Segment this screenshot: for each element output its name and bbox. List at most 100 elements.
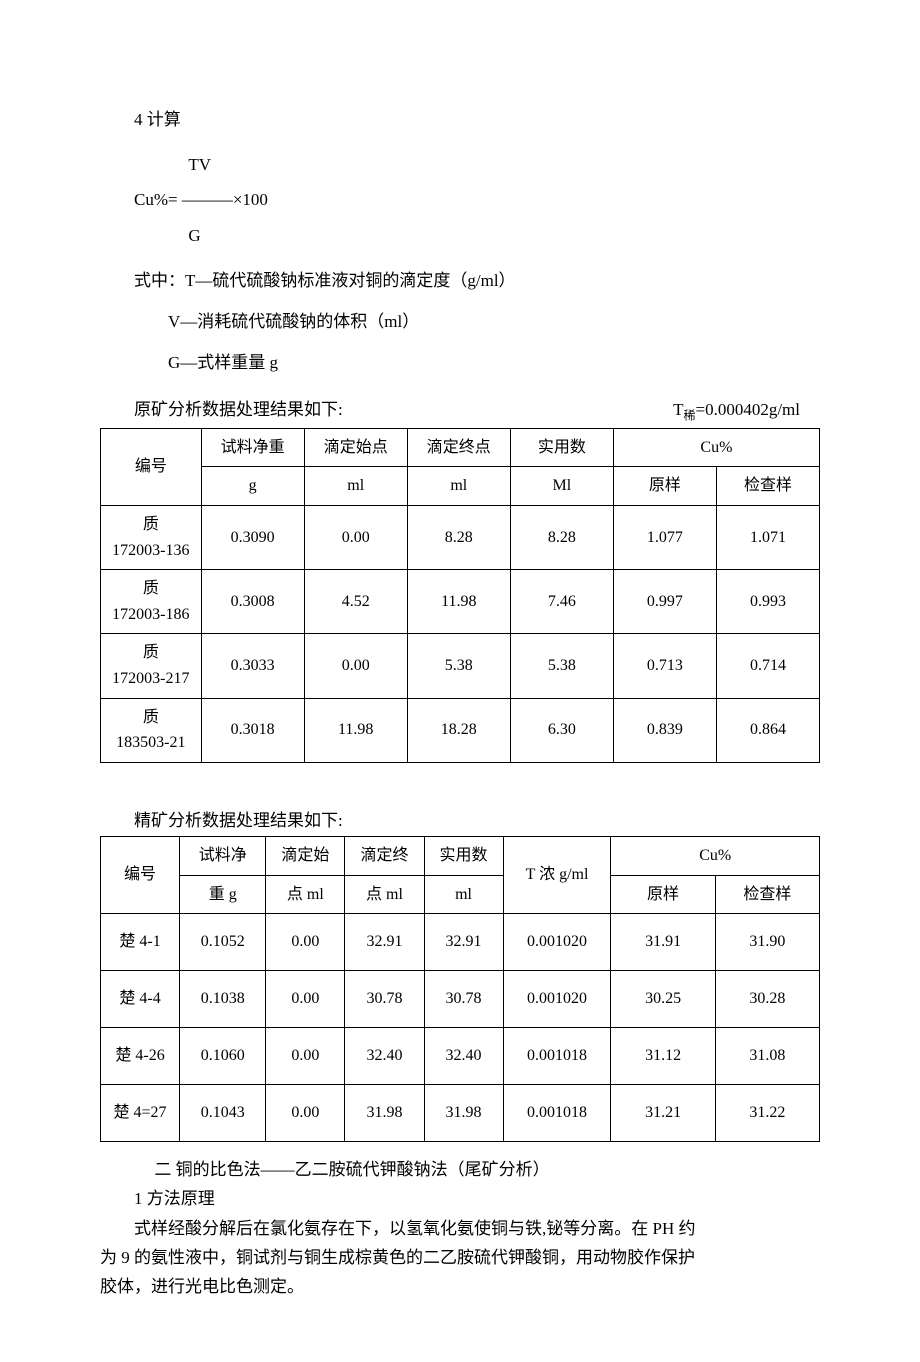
section2-title: 二 铜的比色法——乙二胺硫代钾酸钠法（尾矿分析） <box>100 1156 820 1183</box>
table-cell: 0.3018 <box>201 698 304 762</box>
formula-block: TV Cu%= ———×100 G <box>100 151 820 249</box>
table-cell: 5.38 <box>510 634 613 698</box>
t2h-stop: 滴定始 <box>266 837 345 876</box>
table-cell: 0.993 <box>716 570 819 634</box>
table-cell: 0.00 <box>304 634 407 698</box>
table-cell: 31.08 <box>715 1028 819 1085</box>
table-row: 质172003-1860.30084.5211.987.460.9970.993 <box>101 570 820 634</box>
table-cell: 8.28 <box>510 506 613 570</box>
section2-body1: 式样经酸分解后在氯化氨存在下，以氢氧化氨使铜与铁,铋等分离。在 PH 约 <box>100 1215 820 1242</box>
table-cell: 楚 4-26 <box>101 1028 180 1085</box>
table1: 编号 试料净重 滴定始点 滴定终点 实用数 Cu% g ml ml Ml 原样 … <box>100 428 820 763</box>
table-cell: 0.001020 <box>503 914 611 971</box>
table1-header-row1: 编号 试料净重 滴定始点 滴定终点 实用数 Cu% <box>101 428 820 467</box>
table-cell: 30.78 <box>345 971 424 1028</box>
table-cell: 0.1060 <box>180 1028 266 1085</box>
table-cell: 32.40 <box>345 1028 424 1085</box>
table-cell: 32.40 <box>424 1028 503 1085</box>
table-row: 楚 4-40.10380.0030.7830.780.00102030.2530… <box>101 971 820 1028</box>
table-cell: 31.98 <box>345 1085 424 1142</box>
table-cell: 7.46 <box>510 570 613 634</box>
table2-caption-row: 精矿分析数据处理结果如下: <box>100 807 820 834</box>
table1-header-row2: g ml ml Ml 原样 检查样 <box>101 467 820 506</box>
table2: 编号 试料净 滴定始 滴定终 实用数 T 浓 g/ml Cu% 重 g 点 ml… <box>100 836 820 1142</box>
formula-denominator: G <box>100 222 820 249</box>
table-cell: 0.00 <box>266 1085 345 1142</box>
table-row: 质172003-2170.30330.005.385.380.7130.714 <box>101 634 820 698</box>
t1-cap-sub: 稀 <box>683 409 695 423</box>
table-cell: 0.714 <box>716 634 819 698</box>
table-cell: 0.864 <box>716 698 819 762</box>
table-cell: 6.30 <box>510 698 613 762</box>
table-cell: 0.001020 <box>503 971 611 1028</box>
table-cell: 18.28 <box>407 698 510 762</box>
t2h-ebot: 点 ml <box>345 875 424 914</box>
table-cell: 31.90 <box>715 914 819 971</box>
table-cell: 0.1043 <box>180 1085 266 1142</box>
table-cell: 31.12 <box>611 1028 715 1085</box>
table-cell: 31.91 <box>611 914 715 971</box>
table-cell: 5.38 <box>407 634 510 698</box>
table-cell: 32.91 <box>424 914 503 971</box>
table-cell: 30.28 <box>715 971 819 1028</box>
table-cell: 8.28 <box>407 506 510 570</box>
t2h-wbot: 重 g <box>180 875 266 914</box>
table-cell: 0.997 <box>613 570 716 634</box>
t2h-cucheck: 检查样 <box>715 875 819 914</box>
t1h-cucheck: 检查样 <box>716 467 819 506</box>
table-cell: 0.1038 <box>180 971 266 1028</box>
t2h-utop: 实用数 <box>424 837 503 876</box>
table-cell: 0.713 <box>613 634 716 698</box>
section2-body3: 胶体，进行光电比色测定。 <box>100 1273 820 1300</box>
t2h-sbot: 点 ml <box>266 875 345 914</box>
formula-numerator: TV <box>100 151 820 178</box>
t2h-cuorig: 原样 <box>611 875 715 914</box>
table-cell: 1.077 <box>613 506 716 570</box>
section2-sub: 1 方法原理 <box>100 1185 820 1212</box>
table-cell: 32.91 <box>345 914 424 971</box>
table-cell: 31.22 <box>715 1085 819 1142</box>
table2-caption-left: 精矿分析数据处理结果如下: <box>100 807 343 834</box>
t1h-id: 编号 <box>101 428 202 505</box>
table1-caption-row: 原矿分析数据处理结果如下: T稀=0.000402g/ml <box>100 396 820 426</box>
table-cell: 0.839 <box>613 698 716 762</box>
table-cell: 0.00 <box>266 914 345 971</box>
table-cell: 0.3033 <box>201 634 304 698</box>
section-calc-title: 4 计算 <box>100 106 820 133</box>
table-row: 质172003-1360.30900.008.288.281.0771.071 <box>101 506 820 570</box>
formula-expression: Cu%= ———×100 <box>100 186 820 213</box>
table-cell: 质172003-217 <box>101 634 202 698</box>
table-cell: 1.071 <box>716 506 819 570</box>
table2-header-row1: 编号 试料净 滴定始 滴定终 实用数 T 浓 g/ml Cu% <box>101 837 820 876</box>
t1h-etop: 滴定终点 <box>407 428 510 467</box>
table-cell: 0.00 <box>304 506 407 570</box>
t1h-utop: 实用数 <box>510 428 613 467</box>
legend-v: V—消耗硫代硫酸钠的体积（ml） <box>100 308 820 335</box>
table-cell: 0.00 <box>266 971 345 1028</box>
t2h-etop: 滴定终 <box>345 837 424 876</box>
t2h-tconc: T 浓 g/ml <box>503 837 611 914</box>
table-row: 楚 4-10.10520.0032.9132.910.00102031.9131… <box>101 914 820 971</box>
table-cell: 31.98 <box>424 1085 503 1142</box>
table1-caption-right: T稀=0.000402g/ml <box>673 396 820 426</box>
t1h-wtop: 试料净重 <box>201 428 304 467</box>
table-cell: 30.25 <box>611 971 715 1028</box>
table-cell: 30.78 <box>424 971 503 1028</box>
page-container: 4 计算 TV Cu%= ———×100 G 式中：T—硫代硫酸钠标准液对铜的滴… <box>0 0 920 1362</box>
table-row: 楚 4=270.10430.0031.9831.980.00101831.213… <box>101 1085 820 1142</box>
table2-header-row2: 重 g 点 ml 点 ml ml 原样 检查样 <box>101 875 820 914</box>
legend-g: G—式样重量 g <box>100 349 820 376</box>
table-cell: 楚 4-1 <box>101 914 180 971</box>
t2h-ubot: ml <box>424 875 503 914</box>
table-cell: 质172003-136 <box>101 506 202 570</box>
table-cell: 0.001018 <box>503 1028 611 1085</box>
table-cell: 11.98 <box>304 698 407 762</box>
t2h-id: 编号 <box>101 837 180 914</box>
table-row: 质183503-210.301811.9818.286.300.8390.864 <box>101 698 820 762</box>
table-cell: 楚 4=27 <box>101 1085 180 1142</box>
table-cell: 11.98 <box>407 570 510 634</box>
table1-caption-left: 原矿分析数据处理结果如下: <box>100 396 343 426</box>
t2h-cugrp: Cu% <box>611 837 820 876</box>
t1h-ubot: Ml <box>510 467 613 506</box>
t1h-ebot: ml <box>407 467 510 506</box>
